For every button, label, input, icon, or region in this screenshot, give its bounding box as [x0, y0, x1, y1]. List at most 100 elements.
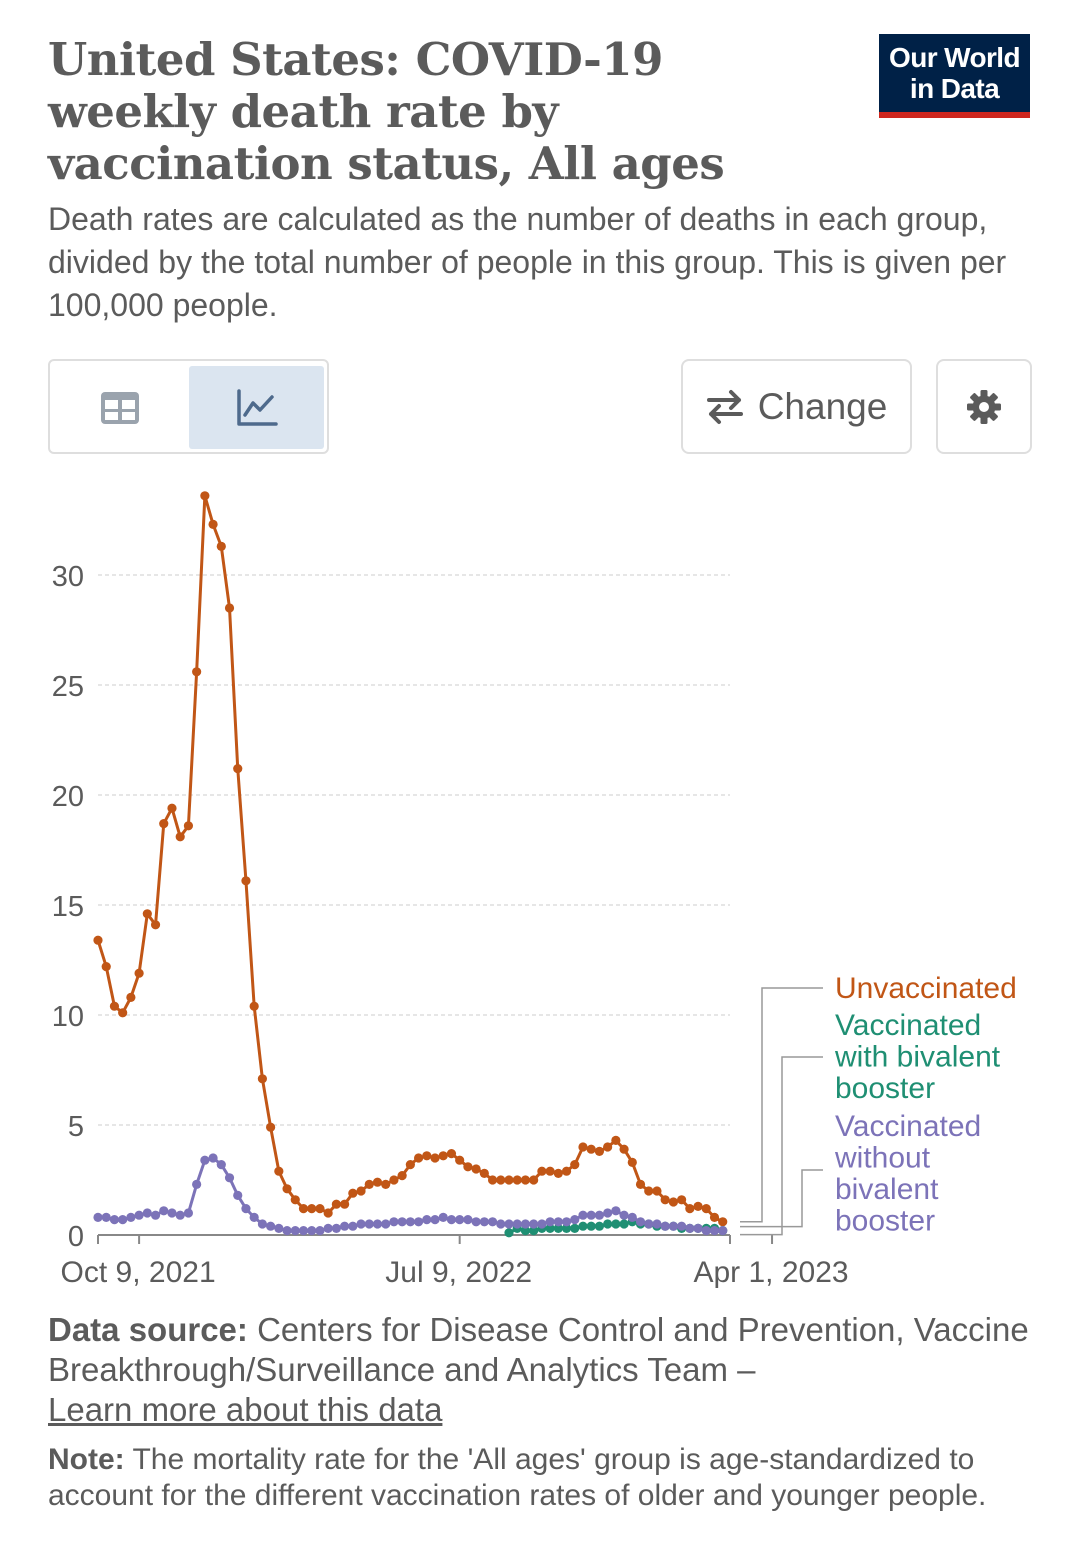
data-point — [561, 1166, 572, 1176]
data-point — [142, 909, 152, 919]
data-point — [257, 1219, 267, 1229]
data-point — [594, 1221, 605, 1231]
data-point — [307, 1204, 317, 1214]
data-point — [603, 1219, 613, 1229]
data-point — [652, 1186, 662, 1196]
data-point — [413, 1153, 424, 1163]
view-tabs — [48, 359, 329, 454]
data-point — [463, 1215, 473, 1225]
data-point — [611, 1219, 621, 1229]
data-point — [208, 1153, 218, 1163]
data-point — [718, 1217, 728, 1227]
legend-label: booster — [835, 1205, 935, 1238]
data-point — [274, 1223, 284, 1233]
legend-label: without — [834, 1142, 931, 1175]
data-point — [134, 968, 144, 978]
data-point — [298, 1204, 309, 1214]
series-2 — [93, 1153, 728, 1236]
gear-icon — [967, 389, 1001, 424]
data-point — [150, 1210, 161, 1220]
data-point — [529, 1226, 539, 1236]
data-point — [644, 1219, 654, 1229]
data-point — [175, 832, 185, 842]
data-point — [570, 1223, 580, 1233]
data-point — [693, 1201, 703, 1211]
data-point — [635, 1179, 646, 1189]
data-point — [405, 1160, 415, 1170]
data-point — [504, 1219, 514, 1229]
learn-more-link[interactable]: Learn more about this data — [48, 1391, 443, 1428]
y-tick-label: 30 — [52, 561, 84, 593]
data-point — [561, 1217, 572, 1227]
data-point — [183, 821, 194, 831]
data-point — [241, 876, 251, 886]
data-point — [150, 920, 161, 930]
tab-chart[interactable] — [189, 366, 324, 449]
data-point — [224, 1173, 235, 1183]
data-point — [512, 1219, 522, 1229]
data-point — [405, 1217, 415, 1227]
data-point — [167, 803, 177, 813]
y-tick-label: 5 — [68, 1111, 84, 1143]
settings-button[interactable] — [936, 359, 1032, 454]
data-point — [282, 1184, 292, 1194]
data-point — [496, 1175, 506, 1185]
y-tick-label: 25 — [52, 671, 84, 703]
chart-subtitle: Death rates are calculated as the number… — [48, 201, 1007, 323]
data-point — [487, 1217, 498, 1227]
table-icon — [101, 391, 139, 424]
data-point — [430, 1153, 440, 1163]
data-point — [718, 1226, 728, 1236]
tab-table[interactable] — [55, 366, 185, 449]
line-chart: 0 5 10 15 20 25 30 Oct 9, 2021 Jul 9, 2022 Apr 1,… — [52, 491, 1017, 1289]
legend-label: Vaccinated — [835, 1009, 981, 1042]
data-point — [175, 1210, 185, 1220]
data-point — [118, 1215, 128, 1225]
data-point — [348, 1188, 358, 1198]
data-point — [545, 1166, 555, 1176]
data-point — [233, 764, 243, 774]
data-point — [364, 1179, 374, 1189]
data-point — [167, 1208, 177, 1218]
data-point — [224, 603, 235, 613]
source-text: Centers for Disease Control and Preventi… — [48, 1311, 1029, 1388]
data-point — [109, 1001, 120, 1011]
chart-title: United States: COVID-19 weekly death rat… — [48, 33, 725, 190]
data-point — [529, 1219, 539, 1229]
y-tick-label: 20 — [52, 781, 84, 813]
data-point — [471, 1164, 481, 1174]
data-point — [159, 1206, 169, 1216]
data-point — [545, 1217, 555, 1227]
change-button[interactable]: Change — [681, 359, 912, 454]
data-point — [290, 1195, 300, 1205]
data-point — [257, 1074, 267, 1084]
data-point — [685, 1204, 695, 1214]
data-point — [274, 1166, 284, 1176]
data-point — [603, 1208, 613, 1218]
data-point — [570, 1215, 580, 1225]
data-point — [356, 1186, 366, 1196]
legend-connector — [740, 1169, 823, 1228]
series-line — [96, 494, 724, 1224]
data-point — [619, 1219, 629, 1229]
data-point — [430, 1215, 440, 1225]
grid-layer — [98, 574, 730, 1126]
data-point — [397, 1171, 407, 1181]
data-point — [438, 1151, 448, 1161]
data-point — [372, 1177, 383, 1187]
data-point — [545, 1223, 555, 1233]
owid-logo[interactable]: Our World in Data — [879, 34, 1030, 118]
data-point — [635, 1217, 646, 1227]
data-point — [652, 1219, 662, 1229]
x-tick-label: Jul 9, 2022 — [385, 1256, 532, 1289]
data-point — [455, 1155, 465, 1165]
data-point — [134, 1210, 144, 1220]
data-point — [586, 1221, 596, 1231]
data-point — [109, 1215, 120, 1225]
legend-label: with bivalent — [834, 1041, 1001, 1074]
data-point — [101, 1212, 111, 1222]
series-0 — [93, 491, 728, 1227]
legend-connector — [740, 1056, 823, 1236]
data-point — [586, 1144, 596, 1154]
